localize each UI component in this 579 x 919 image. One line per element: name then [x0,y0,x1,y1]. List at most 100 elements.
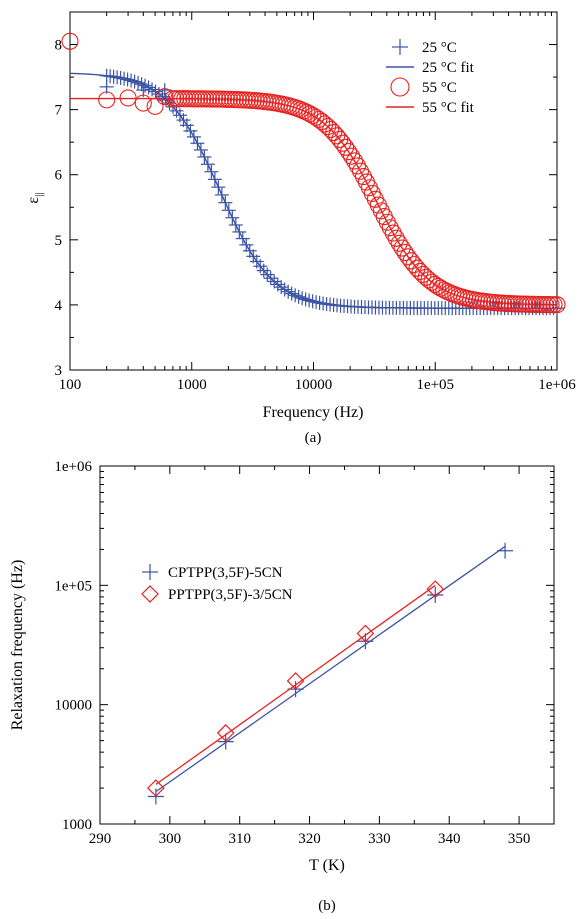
legend-b-swatch-0 [142,564,158,580]
point-a-0-5 [117,71,132,86]
legend-b: CPTPP(3,5F)-5CN PPTPP(3,5F)-3/5CN [141,564,293,603]
point-a-0-58 [302,293,317,308]
point-a-2-59 [340,143,358,161]
x-tick-label-b-1: 300 [159,831,182,847]
point-a-2-e2 [119,89,137,107]
point-a-0-28 [197,149,212,164]
y-tick-label-a-0: 3 [55,363,63,379]
point-a-2-74 [384,224,402,242]
point-a-2-51 [316,115,334,133]
x-axis-label-a: Frequency (Hz) [263,404,364,421]
point-a-2-e0 [61,32,79,50]
point-a-2-48 [307,108,325,126]
point-a-2-47 [304,106,322,125]
point-a-0-15 [152,87,167,102]
point-b-0-5 [497,542,514,559]
point-b-0-4 [427,586,444,603]
x-tick-label-b-6: 350 [508,831,531,847]
point-a-2-57 [334,134,352,152]
point-a-0-27 [193,142,208,157]
legend-a-swatch-0 [392,39,408,55]
point-a-2-61 [345,152,364,170]
points-a-0 [99,68,564,316]
series-a [61,32,566,316]
caption-b: (b) [318,898,336,914]
point-a-0-24 [183,123,198,138]
point-a-2-82 [408,259,426,277]
point-b-1-3 [356,624,375,643]
chart-b: 290 300 310 320 330 340 350 1000 10000 1e+05 1e+06… [9,459,555,914]
point-a-0-31 [207,172,222,187]
point-a-2-60 [342,147,361,165]
point-a-0-35 [221,203,236,218]
point-a-0-59 [305,294,320,309]
point-a-2-73 [381,219,399,237]
point-a-2-58 [337,138,355,156]
point-a-0-41 [242,243,257,258]
point-a-2-85 [417,268,435,286]
plot-frame-a [69,11,558,371]
point-a-0-52 [281,284,296,299]
point-a-0-33 [214,187,229,202]
series-b [147,542,514,805]
point-a-0-38 [232,224,247,239]
point-b-1-0 [147,779,165,797]
point-a-2-e1 [98,91,116,109]
x-tick-label-a-2: 10000 [295,377,333,393]
legend-b-label-0: CPTPP(3,5F)-5CN [168,565,283,581]
x-tick-label-b-5: 340 [438,831,461,847]
point-a-2-86 [420,271,438,289]
points-a-2 [61,32,566,314]
x-tick-label-a-3: 1e+05 [416,377,454,393]
axis-ticks-a: 100 1000 10000 1e+05 1e+06 3 4 5 6 7 8 [55,11,576,393]
x-tick-label-b-2: 310 [228,831,251,847]
point-a-0-47 [263,271,278,286]
legend-a-swatch-2 [390,77,410,97]
x-tick-label-a-0: 100 [59,377,82,393]
y-axis-label-b: Relaxation frequency (Hz) [9,560,26,731]
point-a-0-36 [225,210,240,225]
point-a-0-60 [309,295,324,310]
y-tick-label-b-0: 1000 [62,817,92,833]
fit-line-b-1 [155,584,436,785]
point-a-0-11 [138,78,153,93]
point-a-0-25 [186,129,201,144]
point-a-0-4 [113,70,128,85]
point-b-1-4 [426,580,445,598]
y-tick-label-a-1: 4 [55,298,63,314]
axis-ticks-b: 290 300 310 320 330 340 350 1000 10000 1e+05 1e+06 [54,459,555,847]
point-a-0-54 [288,288,303,303]
point-a-0-23 [179,118,194,133]
fit-line-a-3 [70,97,558,306]
point-a-0-30 [204,164,219,179]
point-a-2-75 [387,229,405,247]
x-tick-label-b-0: 290 [89,831,112,847]
point-a-0-53 [284,286,299,301]
point-a-0-61 [312,295,327,310]
y-tick-label-a-4: 7 [55,103,63,119]
x-axis-label-b: T (K) [309,857,345,874]
point-a-2-e3 [134,94,152,112]
legend-a-label-1: 25 °C fit [422,60,475,76]
point-a-0-6 [120,72,135,87]
point-a-0-34 [218,195,233,210]
legend-b-swatch-1 [141,585,159,603]
point-a-0-9 [131,75,146,90]
point-a-0-51 [277,282,292,297]
point-a-0-37 [228,217,243,232]
point-a-0-56 [295,291,310,306]
point-a-2-87 [423,273,441,291]
point-a-2-77 [393,239,411,257]
y-axis-label-a-sub: || [33,192,45,196]
y-tick-label-b-3: 1e+06 [54,459,92,475]
y-tick-label-a-5: 8 [55,38,63,54]
point-a-2-76 [390,234,408,252]
point-a-2-53 [322,120,340,139]
point-a-0-48 [267,274,282,289]
point-a-0-45 [256,263,271,278]
point-a-0-39 [235,231,250,246]
point-a-0-46 [260,267,275,282]
point-a-0-40 [239,237,254,252]
point-a-2-e4 [146,97,164,115]
